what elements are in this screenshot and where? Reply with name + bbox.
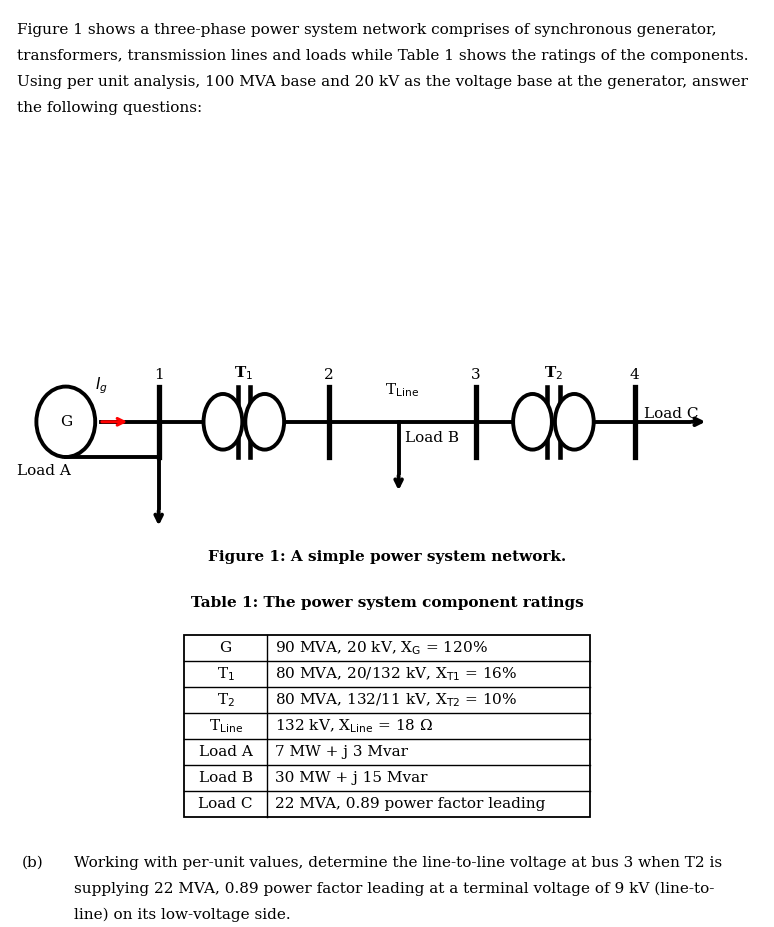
Text: 80 MVA, 20/132 kV, X$_{\mathrm{T1}}$ = 16%: 80 MVA, 20/132 kV, X$_{\mathrm{T1}}$ = 1… bbox=[275, 666, 517, 683]
Text: Working with per-unit values, determine the line-to-line voltage at bus 3 when T: Working with per-unit values, determine … bbox=[74, 856, 721, 870]
Text: 132 kV, X$_{\mathrm{Line}}$ = 18 Ω: 132 kV, X$_{\mathrm{Line}}$ = 18 Ω bbox=[275, 717, 433, 735]
Text: Load C: Load C bbox=[198, 797, 253, 811]
Text: (b): (b) bbox=[22, 856, 43, 870]
Text: 30 MW + j 15 Mvar: 30 MW + j 15 Mvar bbox=[275, 771, 427, 785]
Text: T$_1$: T$_1$ bbox=[217, 666, 235, 683]
Text: T$_{\mathrm{Line}}$: T$_{\mathrm{Line}}$ bbox=[385, 381, 420, 399]
Text: Load B: Load B bbox=[405, 431, 459, 445]
Ellipse shape bbox=[204, 394, 242, 450]
Text: supplying 22 MVA, 0.89 power factor leading at a terminal voltage of 9 kV (line-: supplying 22 MVA, 0.89 power factor lead… bbox=[74, 882, 714, 896]
Ellipse shape bbox=[245, 394, 284, 450]
Text: Using per unit analysis, 100 MVA base and 20 kV as the voltage base at the gener: Using per unit analysis, 100 MVA base an… bbox=[17, 75, 748, 89]
Text: T$_{\mathrm{Line}}$: T$_{\mathrm{Line}}$ bbox=[209, 717, 242, 735]
Text: Table 1: The power system component ratings: Table 1: The power system component rati… bbox=[190, 596, 584, 611]
Text: G: G bbox=[60, 414, 72, 429]
Text: Load A: Load A bbox=[199, 745, 252, 759]
Circle shape bbox=[36, 387, 95, 457]
Text: G: G bbox=[220, 641, 231, 655]
Ellipse shape bbox=[513, 394, 552, 450]
Text: 80 MVA, 132/11 kV, X$_{\mathrm{T2}}$ = 10%: 80 MVA, 132/11 kV, X$_{\mathrm{T2}}$ = 1… bbox=[275, 692, 517, 709]
Text: Load C: Load C bbox=[644, 407, 698, 422]
Text: Load B: Load B bbox=[199, 771, 252, 785]
Text: transformers, transmission lines and loads while Table 1 shows the ratings of th: transformers, transmission lines and loa… bbox=[17, 49, 748, 63]
Text: Figure 1: A simple power system network.: Figure 1: A simple power system network. bbox=[208, 550, 566, 564]
Text: T$_2$: T$_2$ bbox=[544, 364, 563, 382]
Bar bbox=[184, 635, 590, 817]
Text: T$_2$: T$_2$ bbox=[217, 692, 235, 709]
Text: 2: 2 bbox=[324, 368, 334, 382]
Text: 90 MVA, 20 kV, X$_\mathrm{G}$ = 120%: 90 MVA, 20 kV, X$_\mathrm{G}$ = 120% bbox=[275, 640, 488, 657]
Ellipse shape bbox=[555, 394, 594, 450]
Text: line) on its low-voltage side.: line) on its low-voltage side. bbox=[74, 908, 290, 922]
Text: $I_g$: $I_g$ bbox=[95, 375, 108, 396]
Text: Load A: Load A bbox=[17, 464, 71, 478]
Text: 4: 4 bbox=[630, 368, 639, 382]
Text: 7 MW + j 3 Mvar: 7 MW + j 3 Mvar bbox=[275, 745, 408, 759]
Text: T$_1$: T$_1$ bbox=[235, 364, 253, 382]
Text: 3: 3 bbox=[471, 368, 481, 382]
Text: 1: 1 bbox=[154, 368, 163, 382]
Text: the following questions:: the following questions: bbox=[17, 101, 202, 115]
Text: 22 MVA, 0.89 power factor leading: 22 MVA, 0.89 power factor leading bbox=[275, 797, 545, 811]
Text: Figure 1 shows a three-phase power system network comprises of synchronous gener: Figure 1 shows a three-phase power syste… bbox=[17, 23, 717, 37]
